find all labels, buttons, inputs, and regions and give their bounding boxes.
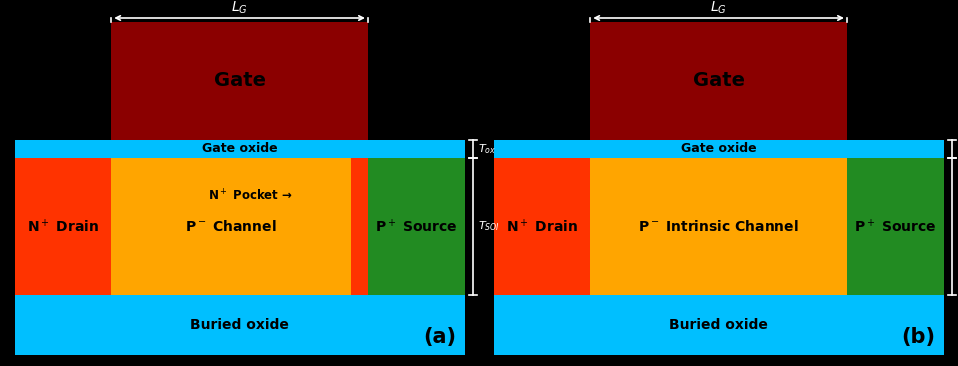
Bar: [590, 158, 847, 295]
Text: Gate: Gate: [693, 71, 744, 90]
Text: N$^+$ Drain: N$^+$ Drain: [506, 218, 578, 235]
Text: $L_G$: $L_G$: [231, 0, 248, 16]
Text: $T_{SOI}$: $T_{SOI}$: [478, 220, 499, 234]
Text: $T_{ox}$: $T_{ox}$: [957, 142, 958, 156]
Text: $T_{ox}$: $T_{ox}$: [478, 142, 496, 156]
Bar: [493, 295, 944, 355]
Bar: [368, 158, 465, 295]
Text: $L_G$: $L_G$: [710, 0, 727, 16]
Text: P$^+$ Source: P$^+$ Source: [375, 218, 458, 235]
Bar: [14, 140, 465, 158]
Bar: [111, 22, 368, 140]
Bar: [14, 295, 465, 355]
Text: Buried oxide: Buried oxide: [669, 318, 768, 332]
Text: N$^+$ Pocket →: N$^+$ Pocket →: [208, 189, 292, 204]
Bar: [590, 22, 847, 140]
Text: P$^-$ Intrinsic Channel: P$^-$ Intrinsic Channel: [638, 219, 799, 234]
Bar: [493, 158, 590, 295]
Text: Gate oxide: Gate oxide: [202, 142, 278, 156]
Text: $T_{SOI}$: $T_{SOI}$: [957, 220, 958, 234]
Text: Gate: Gate: [214, 71, 265, 90]
Text: Buried oxide: Buried oxide: [190, 318, 289, 332]
Bar: [351, 158, 368, 295]
Bar: [847, 158, 944, 295]
Bar: [493, 140, 944, 158]
Bar: [14, 158, 111, 295]
Text: Gate oxide: Gate oxide: [681, 142, 757, 156]
Text: N$^+$ Drain: N$^+$ Drain: [27, 218, 99, 235]
Text: (b): (b): [901, 327, 936, 347]
Text: (a): (a): [423, 327, 456, 347]
Text: P$^-$ Channel: P$^-$ Channel: [185, 219, 277, 234]
Text: P$^+$ Source: P$^+$ Source: [854, 218, 937, 235]
Bar: [111, 158, 351, 295]
